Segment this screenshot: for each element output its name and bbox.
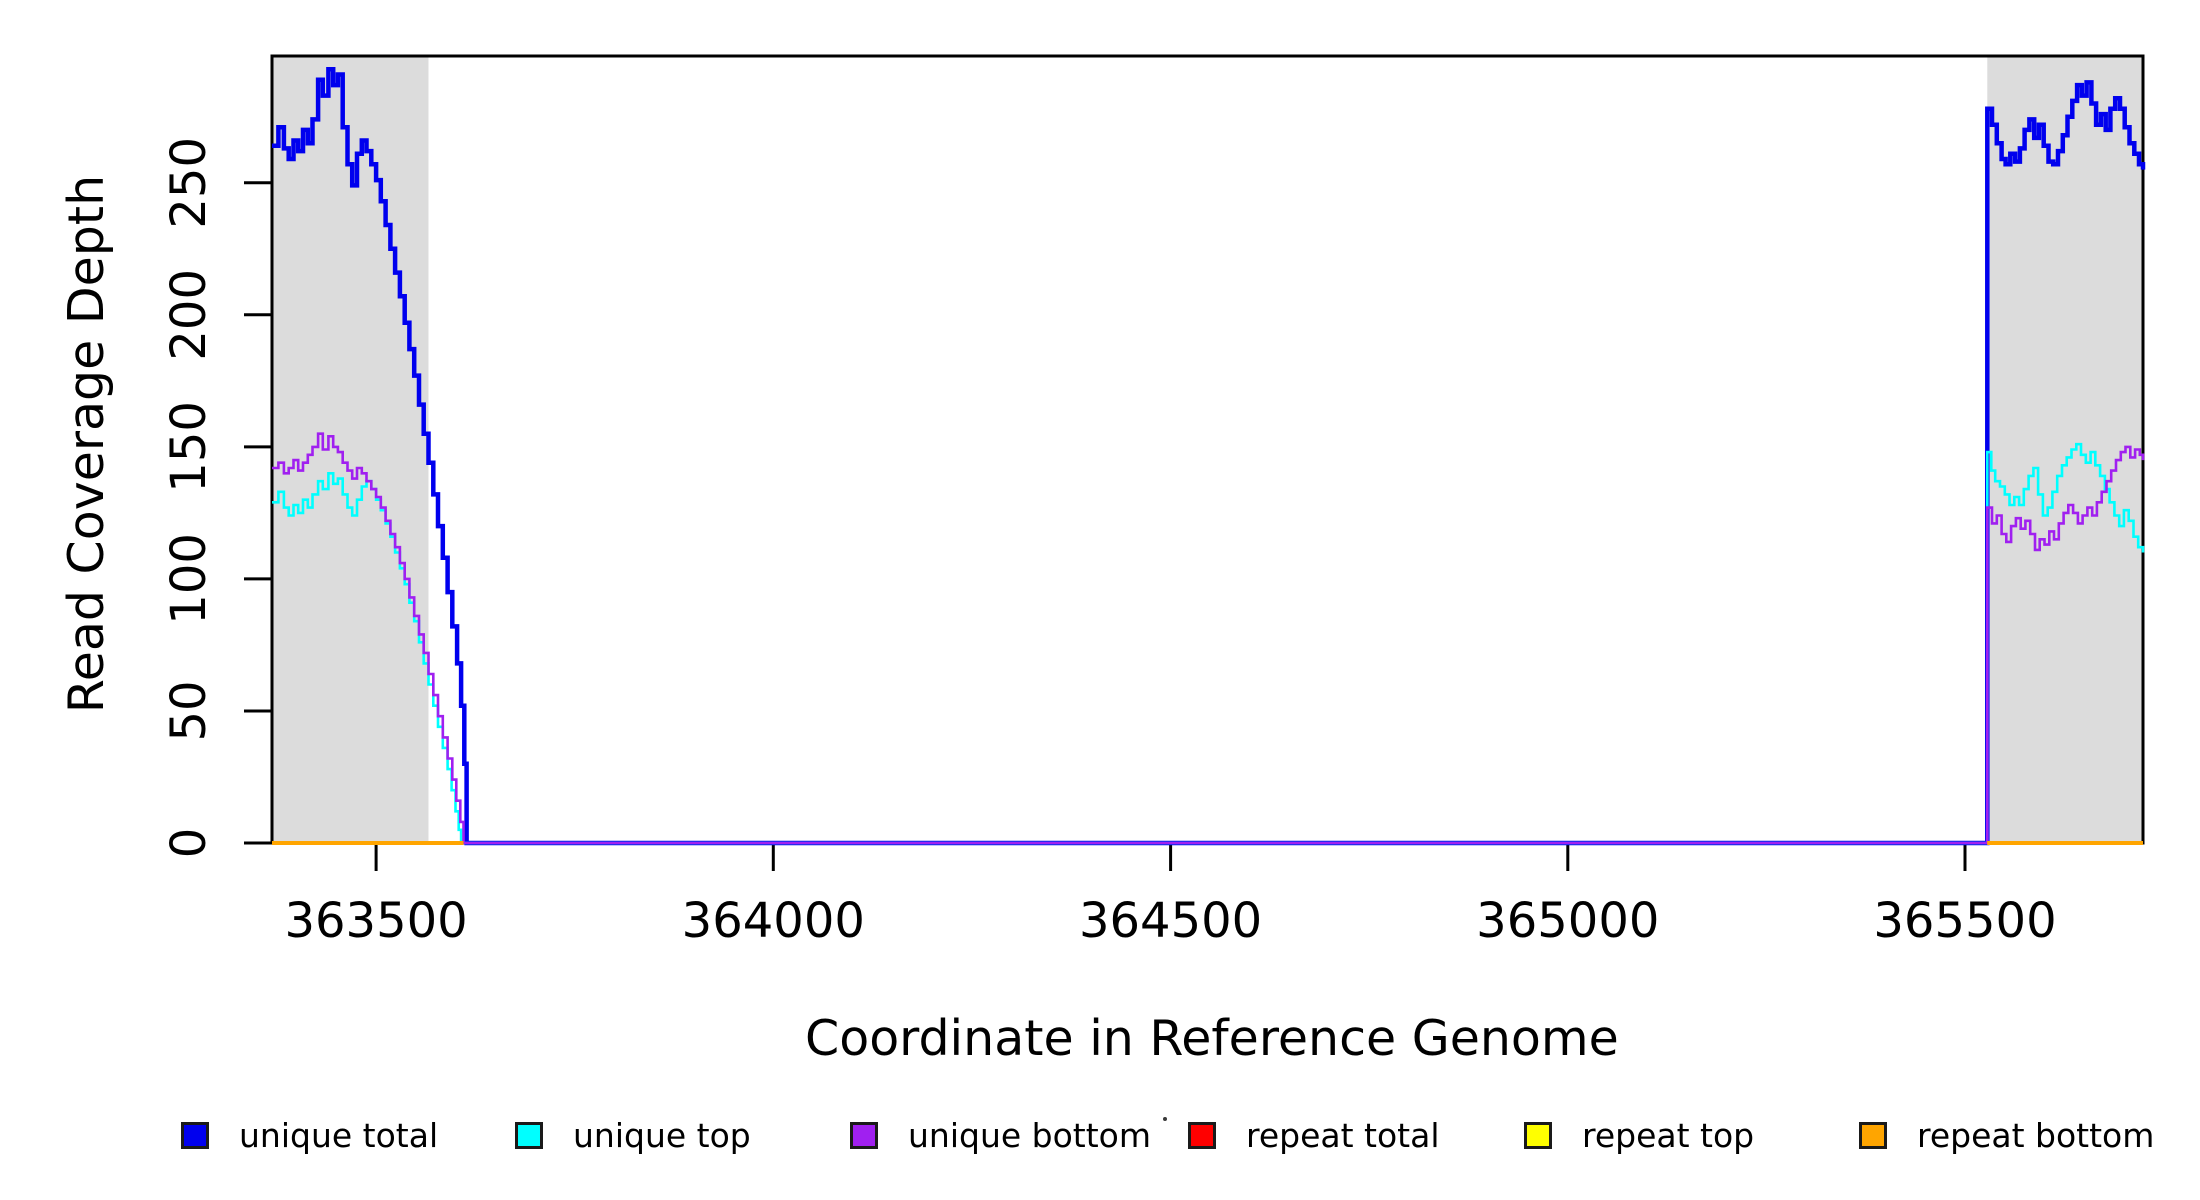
x-tick-label: 364500	[1079, 893, 1262, 949]
series-line-unique-top	[272, 442, 2145, 845]
legend-swatch-repeat-top	[1524, 1121, 1552, 1149]
x-tick-label: 363500	[284, 893, 467, 949]
y-tick-label: 50	[161, 680, 217, 741]
x-axis-title: Coordinate in Reference Genome	[805, 1010, 1619, 1067]
legend-swatch-repeat-total	[1188, 1121, 1216, 1149]
legend-item-repeat-top: repeat top	[1524, 1116, 1754, 1155]
legend-item-unique-total: unique total	[181, 1116, 438, 1155]
legend-item-unique-top: unique top	[515, 1116, 751, 1155]
x-tick-label: 365000	[1476, 893, 1659, 949]
legend-label-repeat-top: repeat top	[1582, 1115, 1755, 1155]
y-tick-label: 100	[161, 533, 217, 625]
legend-label-unique-top: unique top	[573, 1115, 751, 1155]
legend-swatch-unique-bottom	[850, 1121, 878, 1149]
x-tick-label: 364000	[682, 893, 865, 949]
y-axis-title: Read Coverage Depth	[58, 174, 115, 714]
legend-swatch-unique-top	[515, 1121, 543, 1149]
legend-label-repeat-bottom: repeat bottom	[1917, 1115, 2155, 1155]
plot-box	[270, 54, 2145, 845]
repeat-region-shading-1	[1987, 56, 2143, 843]
legend-label-repeat-total: repeat total	[1246, 1115, 1440, 1155]
legend-item-repeat-bottom: repeat bottom	[1859, 1116, 2154, 1155]
legend-item-unique-bottom: unique bottom	[850, 1116, 1151, 1155]
legend-label-unique-total: unique total	[239, 1115, 439, 1155]
series-line-unique-total	[272, 66, 2146, 846]
stray-dot-mark	[1163, 1117, 1167, 1121]
legend-swatch-repeat-bottom	[1859, 1121, 1887, 1149]
series-line-unique-bottom	[272, 432, 2145, 845]
y-tick-label: 150	[161, 401, 217, 493]
legend-swatch-unique-total	[181, 1121, 209, 1149]
y-tick-label: 250	[161, 137, 217, 229]
y-tick-label: 0	[161, 828, 217, 859]
legend-item-repeat-total: repeat total	[1188, 1116, 1440, 1155]
x-tick-label: 365500	[1873, 893, 2056, 949]
y-tick-label: 200	[161, 269, 217, 361]
legend-label-unique-bottom: unique bottom	[908, 1115, 1152, 1155]
